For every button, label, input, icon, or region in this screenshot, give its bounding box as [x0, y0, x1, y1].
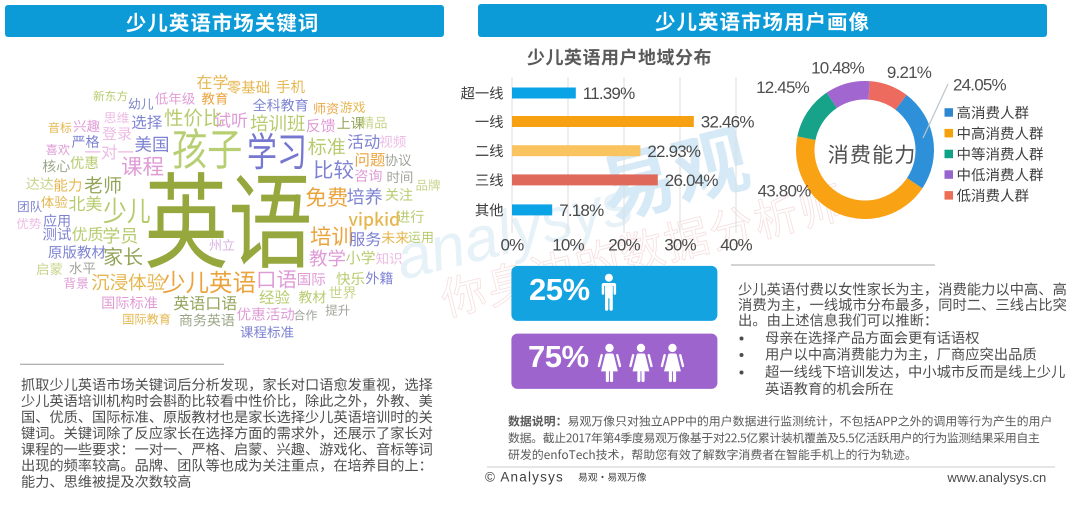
svg-text:75%: 75%	[528, 339, 589, 374]
svg-text:www.analysys.cn: www.analysys.cn	[946, 470, 1046, 485]
svg-text:11.39%: 11.39%	[583, 84, 635, 103]
svg-text:0%: 0%	[501, 236, 525, 255]
svg-text:40%: 40%	[720, 236, 752, 255]
svg-text:7.18%: 7.18%	[559, 201, 604, 220]
svg-text:30%: 30%	[664, 236, 696, 255]
svg-text:10%: 10%	[552, 236, 584, 255]
svg-text:20%: 20%	[608, 236, 640, 255]
svg-text:43.80%: 43.80%	[758, 182, 812, 201]
svg-text:26.04%: 26.04%	[665, 171, 719, 190]
svg-text:9.21%: 9.21%	[887, 63, 932, 82]
svg-text:12.45%: 12.45%	[756, 78, 810, 97]
svg-text:10.48%: 10.48%	[811, 59, 865, 78]
svg-text:25%: 25%	[529, 272, 590, 307]
svg-text:32.46%: 32.46%	[701, 113, 755, 132]
svg-text:22.93%: 22.93%	[647, 142, 701, 161]
svg-text:© Analysys: © Analysys	[485, 470, 564, 485]
svg-text:24.05%: 24.05%	[953, 76, 1007, 95]
